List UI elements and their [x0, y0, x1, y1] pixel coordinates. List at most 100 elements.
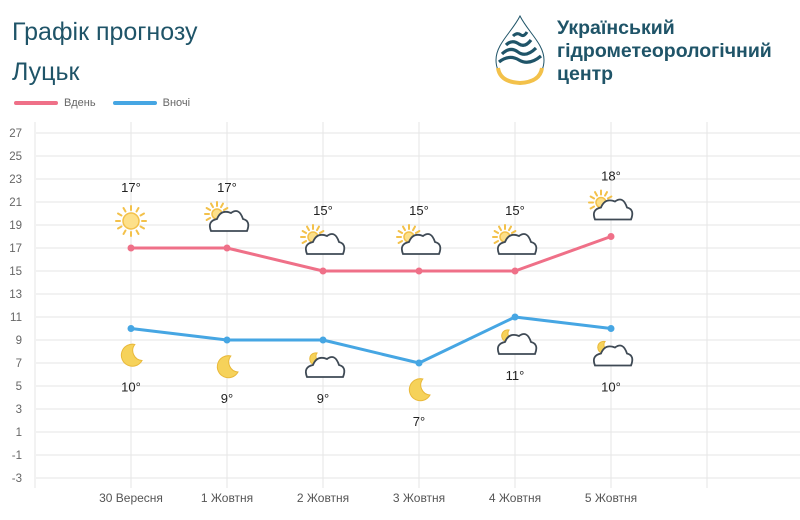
- ugmc-logo: Український гідрометеорологічний центр: [490, 14, 790, 94]
- moon-icon: [120, 343, 143, 367]
- sun-ray: [493, 240, 500, 244]
- drop-logo-icon: [495, 14, 545, 85]
- x-tick-label: 30 Вересня: [99, 491, 163, 505]
- day-point: [319, 267, 327, 275]
- day-temp-label: 17°: [121, 180, 141, 195]
- sun-ray: [493, 230, 500, 234]
- moon-shape: [120, 343, 143, 367]
- logo-line-1: Український: [557, 17, 675, 39]
- night-point: [223, 336, 231, 344]
- sun-ray: [117, 212, 123, 217]
- sun-ray: [498, 225, 502, 232]
- sun-ray: [402, 225, 406, 232]
- sun-ray: [589, 205, 596, 210]
- day-temp-label: 15°: [313, 203, 333, 218]
- legend-label-night: Вночі: [162, 97, 191, 109]
- y-tick-label: 11: [10, 312, 22, 324]
- sun-ray: [135, 207, 140, 213]
- legend-item-night[interactable]: Вночі: [112, 97, 191, 109]
- cloud-shape: [400, 233, 442, 255]
- day-point: [511, 267, 519, 275]
- sun-ray: [316, 225, 320, 232]
- y-tick-label: 7: [16, 358, 22, 370]
- sun-ray: [122, 229, 127, 235]
- y-tick-label: 21: [9, 197, 22, 209]
- legend-item-day[interactable]: Вдень: [14, 97, 96, 109]
- sun-ray: [412, 225, 416, 232]
- x-tick-label: 5 Жовтня: [585, 491, 637, 505]
- cloud-shape: [496, 333, 538, 355]
- x-tick-label: 1 Жовтня: [201, 491, 253, 505]
- y-tick-label: 23: [9, 174, 22, 186]
- day-temp-label: 17°: [217, 180, 237, 195]
- day-series-line: [129, 235, 613, 273]
- sun-cloud-icon: [300, 224, 346, 255]
- sun-ray: [594, 191, 598, 197]
- cloud-shape: [496, 233, 538, 255]
- logo-line-3: центр: [557, 63, 614, 85]
- sun-ray: [220, 202, 224, 209]
- y-tick-label: 25: [9, 151, 22, 163]
- sun-ray: [117, 225, 123, 230]
- sun-ray: [397, 240, 404, 244]
- sun-icon: [115, 205, 147, 237]
- sun-ray: [318, 230, 325, 234]
- night-temp-label: 9°: [221, 391, 233, 406]
- legend-label-day: Вдень: [64, 97, 96, 109]
- cloud-shape: [304, 233, 346, 255]
- sun-ray: [589, 195, 596, 200]
- day-point: [127, 244, 135, 252]
- legend-swatch-night: [112, 101, 157, 105]
- night-point: [511, 313, 519, 321]
- sun-ray: [139, 212, 145, 217]
- y-tick-label: -1: [12, 450, 22, 462]
- night-temp-label: 7°: [413, 414, 425, 429]
- chart-title: Графік прогнозу: [12, 18, 198, 46]
- y-tick-label: 15: [9, 266, 22, 278]
- night-point: [127, 325, 135, 332]
- sun-ray: [301, 240, 308, 244]
- sun-ray: [222, 207, 229, 211]
- sun-ray: [606, 195, 613, 200]
- city-name: Луцьк: [12, 58, 80, 86]
- sun-ray: [205, 217, 212, 221]
- day-temp-label: 15°: [505, 203, 525, 218]
- cloud-shape: [592, 344, 634, 367]
- day-temp-label: 15°: [409, 203, 429, 218]
- sun-ray: [122, 207, 127, 213]
- sun-disc: [122, 212, 140, 230]
- night-point: [415, 359, 423, 367]
- night-point: [319, 336, 327, 344]
- day-point: [223, 244, 231, 252]
- sun-ray: [508, 225, 512, 232]
- moon-icon: [216, 355, 239, 379]
- y-tick-label: 5: [16, 381, 22, 393]
- night-temp-label: 9°: [317, 391, 329, 406]
- sun-cloud-icon: [396, 224, 442, 255]
- moon-shape: [216, 355, 239, 379]
- y-tick-label: 17: [9, 243, 22, 255]
- sun-ray: [135, 229, 140, 235]
- day-point: [415, 267, 423, 275]
- sun-ray: [301, 230, 308, 234]
- moon-shape: [408, 378, 431, 402]
- sun-ray: [510, 230, 517, 234]
- sun-cloud-icon: [204, 201, 250, 232]
- day-point: [607, 233, 615, 240]
- y-tick-label: 19: [9, 220, 22, 232]
- y-tick-label: 3: [16, 404, 22, 416]
- night-temp-label: 11°: [506, 368, 525, 383]
- sun-ray: [139, 225, 145, 230]
- legend-swatch-day: [14, 101, 58, 105]
- legend: Вдень Вночі: [14, 96, 204, 109]
- sun-ray: [306, 225, 310, 232]
- cloud-shape: [208, 210, 250, 232]
- night-temp-label: 10°: [121, 380, 141, 395]
- night-temp-label: 10°: [601, 380, 621, 395]
- night-point: [607, 325, 615, 332]
- sun-ray: [414, 230, 421, 234]
- moon-cloud-icon: [496, 329, 538, 355]
- y-tick-label: 27: [9, 128, 22, 140]
- sun-cloud-icon: [492, 224, 538, 255]
- y-tick-label: -3: [12, 473, 22, 485]
